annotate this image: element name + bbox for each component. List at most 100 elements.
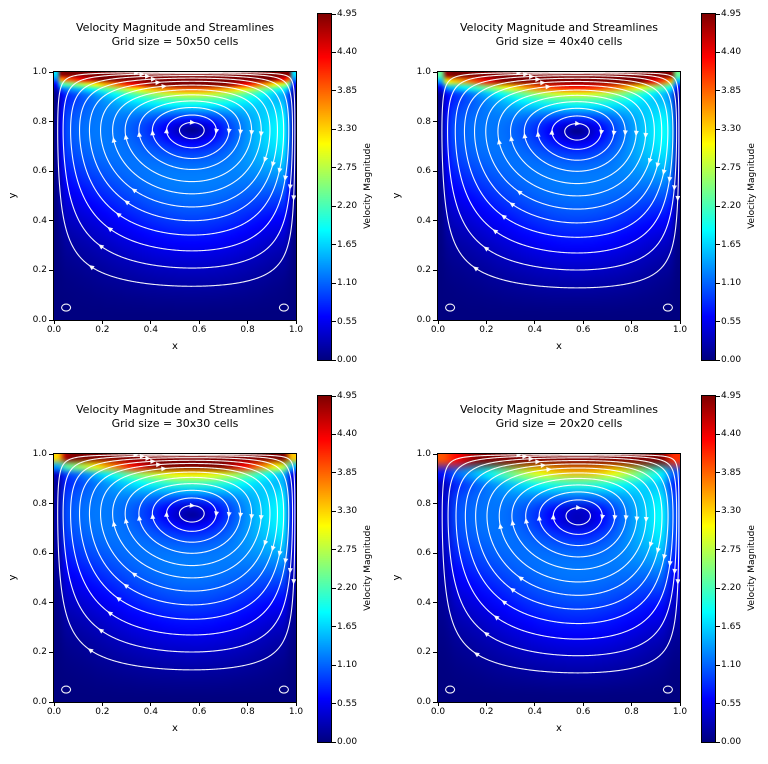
y-tick-label: 0.2	[32, 265, 47, 276]
colorbar-tick-mark	[332, 205, 336, 207]
plot-title-line1: Velocity Magnitude and Streamlines	[460, 21, 658, 34]
x-tick-label: 0.2	[95, 707, 110, 717]
heatmap-streamlines-canvas	[438, 454, 680, 702]
x-axis-label: x	[556, 341, 562, 352]
x-tick-label: 0.2	[479, 325, 494, 335]
colorbar-tick-mark	[716, 282, 720, 284]
y-axis-label-text: y	[391, 192, 403, 198]
x-tick-label: 0.4	[527, 325, 542, 335]
y-tick-label: 0.0	[416, 697, 431, 707]
y-tick-label: 0.6	[32, 548, 47, 559]
colorbar-tick-mark	[716, 128, 720, 130]
y-axis-label: y	[6, 71, 20, 319]
plot-title-line2: Grid size = 40x40 cells	[495, 35, 623, 48]
colorbar-tick-mark	[332, 321, 336, 323]
x-tick-label: 0.2	[479, 707, 494, 717]
colorbar-tick-mark	[332, 472, 336, 474]
colorbar-gradient-canvas	[318, 396, 331, 742]
plot-area	[437, 453, 681, 703]
plot-title: Velocity Magnitude and Streamlines Grid …	[54, 21, 296, 49]
plot-title-line1: Velocity Magnitude and Streamlines	[76, 21, 274, 34]
x-tick-label: 0.0	[46, 325, 62, 335]
y-tick-label: 0.4	[32, 597, 47, 608]
plot-title: Velocity Magnitude and Streamlines Grid …	[438, 403, 680, 431]
subplot-grid-20x20: Velocity Magnitude and Streamlines Grid …	[384, 382, 768, 764]
colorbar-tick-mark	[716, 433, 720, 435]
y-tick-label: 0.2	[416, 647, 431, 658]
y-axis-label-text: y	[7, 574, 19, 580]
x-tick-label: 0.4	[527, 707, 542, 717]
x-axis-label: x	[172, 341, 178, 352]
colorbar-tick-mark	[332, 626, 336, 628]
plot-title: Velocity Magnitude and Streamlines Grid …	[438, 21, 680, 49]
y-tick-label: 0.6	[416, 166, 431, 177]
y-tick-label: 0.4	[32, 215, 47, 226]
colorbar-gradient-canvas	[318, 14, 331, 360]
colorbar-tick-mark	[716, 51, 720, 53]
x-tick-label: 0.0	[430, 325, 446, 335]
colorbar-tick-mark	[332, 282, 336, 284]
y-tick-label: 0.4	[416, 597, 431, 608]
colorbar-tick-mark	[716, 587, 720, 589]
x-axis-label: x	[172, 723, 178, 734]
subplot-grid-30x30: Velocity Magnitude and Streamlines Grid …	[0, 382, 384, 764]
colorbar-tick-mark	[716, 703, 720, 705]
heatmap-streamlines-canvas	[54, 454, 296, 702]
heatmap-streamlines-canvas	[54, 72, 296, 320]
colorbar-tick-mark	[716, 626, 720, 628]
colorbar-label: Velocity Magnitude	[744, 13, 760, 359]
colorbar-tick-mark	[716, 472, 720, 474]
colorbar-tick-mark	[332, 167, 336, 169]
colorbar-tick-mark	[716, 321, 720, 323]
colorbar-tick-mark	[332, 90, 336, 92]
y-tick-label: 0.6	[416, 548, 431, 559]
plot-area	[437, 71, 681, 321]
y-axis-label: y	[6, 453, 20, 701]
colorbar-label: Velocity Magnitude	[360, 395, 376, 741]
y-tick-label: 0.0	[32, 697, 47, 707]
plot-area	[53, 71, 297, 321]
colorbar	[317, 395, 332, 743]
colorbar	[317, 13, 332, 361]
y-tick-label: 0.2	[32, 647, 47, 658]
y-tick-label: 0.4	[416, 215, 431, 226]
colorbar-tick-mark	[332, 510, 336, 512]
y-tick-label: 0.8	[416, 498, 431, 509]
colorbar-tick-mark	[332, 359, 336, 361]
heatmap-streamlines-canvas	[438, 72, 680, 320]
x-tick-label: 0.0	[46, 707, 62, 717]
x-tick-label: 0.6	[192, 707, 207, 717]
colorbar-label-text: Velocity Magnitude	[747, 525, 758, 611]
x-axis-label: x	[556, 723, 562, 734]
colorbar-tick-mark	[332, 549, 336, 551]
y-tick-label: 0.8	[416, 116, 431, 127]
subplot-grid-40x40: Velocity Magnitude and Streamlines Grid …	[384, 0, 768, 382]
x-tick-label: 0.6	[576, 325, 591, 335]
y-tick-label: 1.0	[416, 449, 431, 459]
colorbar-tick-mark	[716, 664, 720, 666]
colorbar-tick-mark	[332, 587, 336, 589]
x-tick-label: 1.0	[288, 325, 304, 335]
y-axis-label-text: y	[391, 574, 403, 580]
colorbar-tick-mark	[332, 703, 336, 705]
colorbar-tick-mark	[716, 167, 720, 169]
colorbar-tick-mark	[716, 395, 720, 397]
plot-title-line2: Grid size = 30x30 cells	[111, 417, 239, 430]
x-tick-label: 0.6	[576, 707, 591, 717]
x-tick-label: 0.8	[240, 325, 255, 335]
colorbar-tick-mark	[716, 359, 720, 361]
plot-title-line1: Velocity Magnitude and Streamlines	[460, 403, 658, 416]
plot-title-line2: Grid size = 20x20 cells	[495, 417, 623, 430]
colorbar-gradient-canvas	[702, 14, 715, 360]
colorbar-tick-mark	[332, 664, 336, 666]
y-tick-label: 1.0	[32, 67, 47, 77]
y-tick-label: 0.8	[32, 116, 47, 127]
plot-area	[53, 453, 297, 703]
colorbar	[701, 13, 716, 361]
colorbar-tick-mark	[716, 244, 720, 246]
y-tick-label: 1.0	[416, 67, 431, 77]
subplot-grid-50x50: Velocity Magnitude and Streamlines Grid …	[0, 0, 384, 382]
plot-title-line2: Grid size = 50x50 cells	[111, 35, 239, 48]
colorbar-tick-mark	[332, 741, 336, 743]
